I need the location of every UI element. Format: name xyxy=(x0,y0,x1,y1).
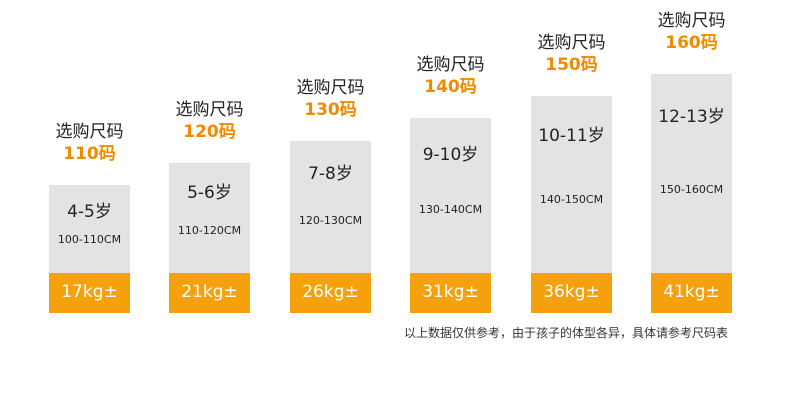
age-label: 5-6岁 xyxy=(187,183,232,203)
age-label: 9-10岁 xyxy=(422,145,479,165)
weight-label: 31kg± xyxy=(422,282,479,302)
size-header-label: 选购尺码 xyxy=(296,78,365,98)
size-value: 120码 xyxy=(183,122,236,142)
age-label: 4-5岁 xyxy=(67,202,112,222)
size-value: 140码 xyxy=(424,77,477,97)
weight-label: 41kg± xyxy=(663,282,720,302)
size-header: 选购尺码 140码 xyxy=(391,54,511,98)
height-range: 150-160CM xyxy=(659,183,724,196)
height-range: 110-120CM xyxy=(177,224,242,237)
size-bar xyxy=(410,118,491,273)
height-range: 100-110CM xyxy=(57,233,122,246)
weight-bar xyxy=(169,273,250,313)
height-range: 140-150CM xyxy=(539,193,604,206)
weight-bar xyxy=(290,273,371,313)
age-label: 12-13岁 xyxy=(658,107,725,127)
size-header-label: 选购尺码 xyxy=(175,100,244,120)
size-bar xyxy=(531,96,612,273)
size-bar xyxy=(651,74,732,273)
weight-bar xyxy=(531,273,612,313)
size-bar xyxy=(290,141,371,273)
size-value: 130码 xyxy=(304,100,357,120)
size-value: 150码 xyxy=(545,55,598,75)
weight-label: 17kg± xyxy=(61,282,118,302)
size-bar xyxy=(169,163,250,273)
weight-label: 36kg± xyxy=(543,282,600,302)
weight-bar xyxy=(651,273,732,313)
size-header: 选购尺码 130码 xyxy=(271,77,391,121)
weight-label: 26kg± xyxy=(302,282,359,302)
age-label: 10-11岁 xyxy=(538,126,605,146)
footnote: 以上数据仅供参考，由于孩子的体型各异，具体请参考尺码表 xyxy=(403,326,728,340)
weight-bar xyxy=(49,273,130,313)
age-label: 7-8岁 xyxy=(308,164,353,184)
size-header: 选购尺码 160码 xyxy=(632,10,752,54)
size-bar xyxy=(49,185,130,273)
size-header: 选购尺码 110码 xyxy=(30,121,150,165)
size-header-label: 选购尺码 xyxy=(537,33,606,53)
weight-bar xyxy=(410,273,491,313)
weight-label: 21kg± xyxy=(181,282,238,302)
height-range: 130-140CM xyxy=(418,203,483,216)
size-header-label: 选购尺码 xyxy=(416,55,485,75)
size-header: 选购尺码 150码 xyxy=(512,32,632,76)
size-header-label: 选购尺码 xyxy=(55,122,124,142)
size-value: 160码 xyxy=(665,33,718,53)
size-header: 选购尺码 120码 xyxy=(150,99,270,143)
size-header-label: 选购尺码 xyxy=(657,11,726,31)
size-value: 110码 xyxy=(63,144,116,164)
height-range: 120-130CM xyxy=(298,214,363,227)
